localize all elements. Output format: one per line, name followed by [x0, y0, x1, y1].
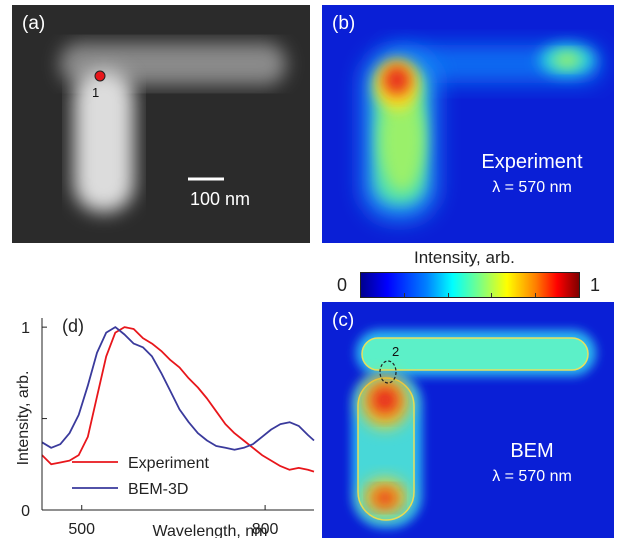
bem-map-panel: (c) 2 BEM λ = 570 nm — [322, 302, 614, 538]
colorbar-max-label: 1 — [590, 275, 601, 295]
bem-wavelength: λ = 570 nm — [492, 468, 572, 485]
x-axis-label: Wavelength, nm — [152, 523, 267, 538]
point-1-label: 1 — [92, 85, 100, 100]
experiment-wavelength: λ = 570 nm — [492, 179, 572, 196]
point-1-marker — [94, 70, 106, 82]
x-tick-label: 800 — [252, 521, 279, 538]
y-tick-label: 0 — [21, 503, 30, 520]
panel-c-label: (c) — [332, 310, 355, 331]
point-2-marker — [379, 360, 397, 384]
panel-b-label: (b) — [332, 13, 356, 34]
y-axis-label: Intensity, arb. — [15, 371, 32, 466]
experiment-caption: Experiment — [481, 151, 583, 173]
experiment-heatmap — [362, 44, 602, 220]
colorbar-title: Intensity, arb. — [414, 248, 515, 267]
spectra-plot: 500 800 0 1 (d) Wavelength, nm Intensity, a… — [15, 316, 315, 540]
series-line-experiment — [41, 326, 315, 473]
series-line-bem-3d — [41, 326, 315, 451]
scale-bar-label: 100 nm — [190, 189, 251, 209]
spectra-chart: 500 800 0 1 (d) Wavelength, nm Intensity, a… — [0, 300, 318, 540]
y-tick-label: 1 — [21, 320, 30, 337]
sem-image-panel: (a) 1 100 nm — [12, 5, 310, 243]
experiment-map-panel: (b) Experiment λ = 570 nm — [322, 5, 614, 243]
x-tick-label: 500 — [68, 521, 95, 538]
panel-d-label: (d) — [62, 316, 84, 336]
vertical-rod — [74, 70, 134, 212]
panel-a-label: (a) — [22, 13, 46, 34]
sem-image — [60, 43, 286, 212]
colorbar-min-label: 0 — [337, 275, 348, 295]
bem-heatmap — [352, 330, 596, 528]
colorbar — [360, 272, 580, 298]
legend-label: BEM-3D — [128, 481, 188, 498]
bem-caption: BEM — [510, 440, 554, 462]
legend-label: Experiment — [128, 455, 209, 472]
point-2-label: 2 — [392, 344, 400, 359]
